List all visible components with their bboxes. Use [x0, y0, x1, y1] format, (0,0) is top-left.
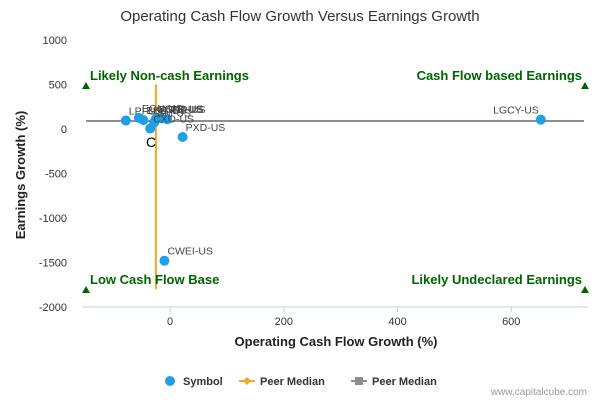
data-point-label: CLR-US: [165, 103, 204, 115]
legend-marker-symbol: [165, 376, 175, 386]
data-point: [120, 115, 131, 126]
y-axis-title: Earnings Growth (%): [13, 111, 28, 240]
x-tick-label: 200: [275, 316, 293, 328]
quadrant-marker-top-left: [82, 82, 90, 89]
legend-label-peer-median-x: Peer Median: [260, 376, 325, 388]
quadrant-marker-bottom-left: [82, 286, 90, 293]
selected-marker: C: [146, 134, 156, 150]
quadrant-label-top-right: Cash Flow based Earnings: [417, 68, 582, 83]
data-point-label: LGCY-US: [493, 105, 539, 117]
data-point-label: PXD-US: [186, 122, 226, 134]
y-tick-label: -500: [45, 169, 67, 181]
data-point-label: LPI-US: [129, 106, 163, 118]
credit-text: www.capitalcube.com: [490, 387, 587, 398]
legend-label-peer-median-y: Peer Median: [372, 376, 437, 388]
data-point-label: CWEI-US: [167, 246, 213, 258]
data-point: [138, 115, 149, 126]
legend: Symbol Peer Median Peer Median: [165, 376, 437, 388]
chart-title: Operating Cash Flow Growth Versus Earnin…: [120, 8, 479, 25]
quadrant-label-bottom-right: Likely Undeclared Earnings: [411, 272, 582, 287]
x-tick-label: 0: [167, 316, 173, 328]
y-tick-label: -1500: [39, 258, 67, 270]
data-point: [149, 117, 160, 128]
legend-marker-peer-median-x: [243, 377, 251, 385]
quadrant-label-bottom-left: Low Cash Flow Base: [90, 272, 219, 287]
data-point: [535, 114, 546, 125]
quadrant-label-top-left: Likely Non-cash Earnings: [90, 68, 249, 83]
legend-marker-peer-median-y: [355, 377, 363, 385]
data-point-label: EGN-US: [142, 103, 183, 115]
data-point-label: BBG-US: [146, 105, 186, 117]
legend-label-symbol: Symbol: [183, 376, 223, 388]
quadrant-marker-top-right: [581, 82, 589, 89]
data-point-label: PE-US: [170, 104, 202, 116]
y-tick-label: -2000: [39, 302, 67, 314]
y-tick-label: 500: [49, 80, 67, 92]
data-point: [159, 255, 170, 266]
data-point: [162, 114, 173, 125]
data-point-label: RSPP-US: [159, 104, 206, 116]
y-tick-label: -1000: [39, 213, 67, 225]
y-tick-label: 1000: [43, 35, 67, 47]
x-tick-label: 600: [502, 316, 520, 328]
x-tick-label: 400: [388, 316, 406, 328]
data-point-label: SM-US: [157, 107, 191, 119]
data-point-label: CXO-US: [153, 114, 194, 126]
data-point: [177, 132, 188, 143]
x-axis-title: Operating Cash Flow Growth (%): [235, 334, 438, 349]
quadrant-marker-bottom-right: [581, 286, 589, 293]
y-tick-label: 0: [61, 124, 67, 136]
